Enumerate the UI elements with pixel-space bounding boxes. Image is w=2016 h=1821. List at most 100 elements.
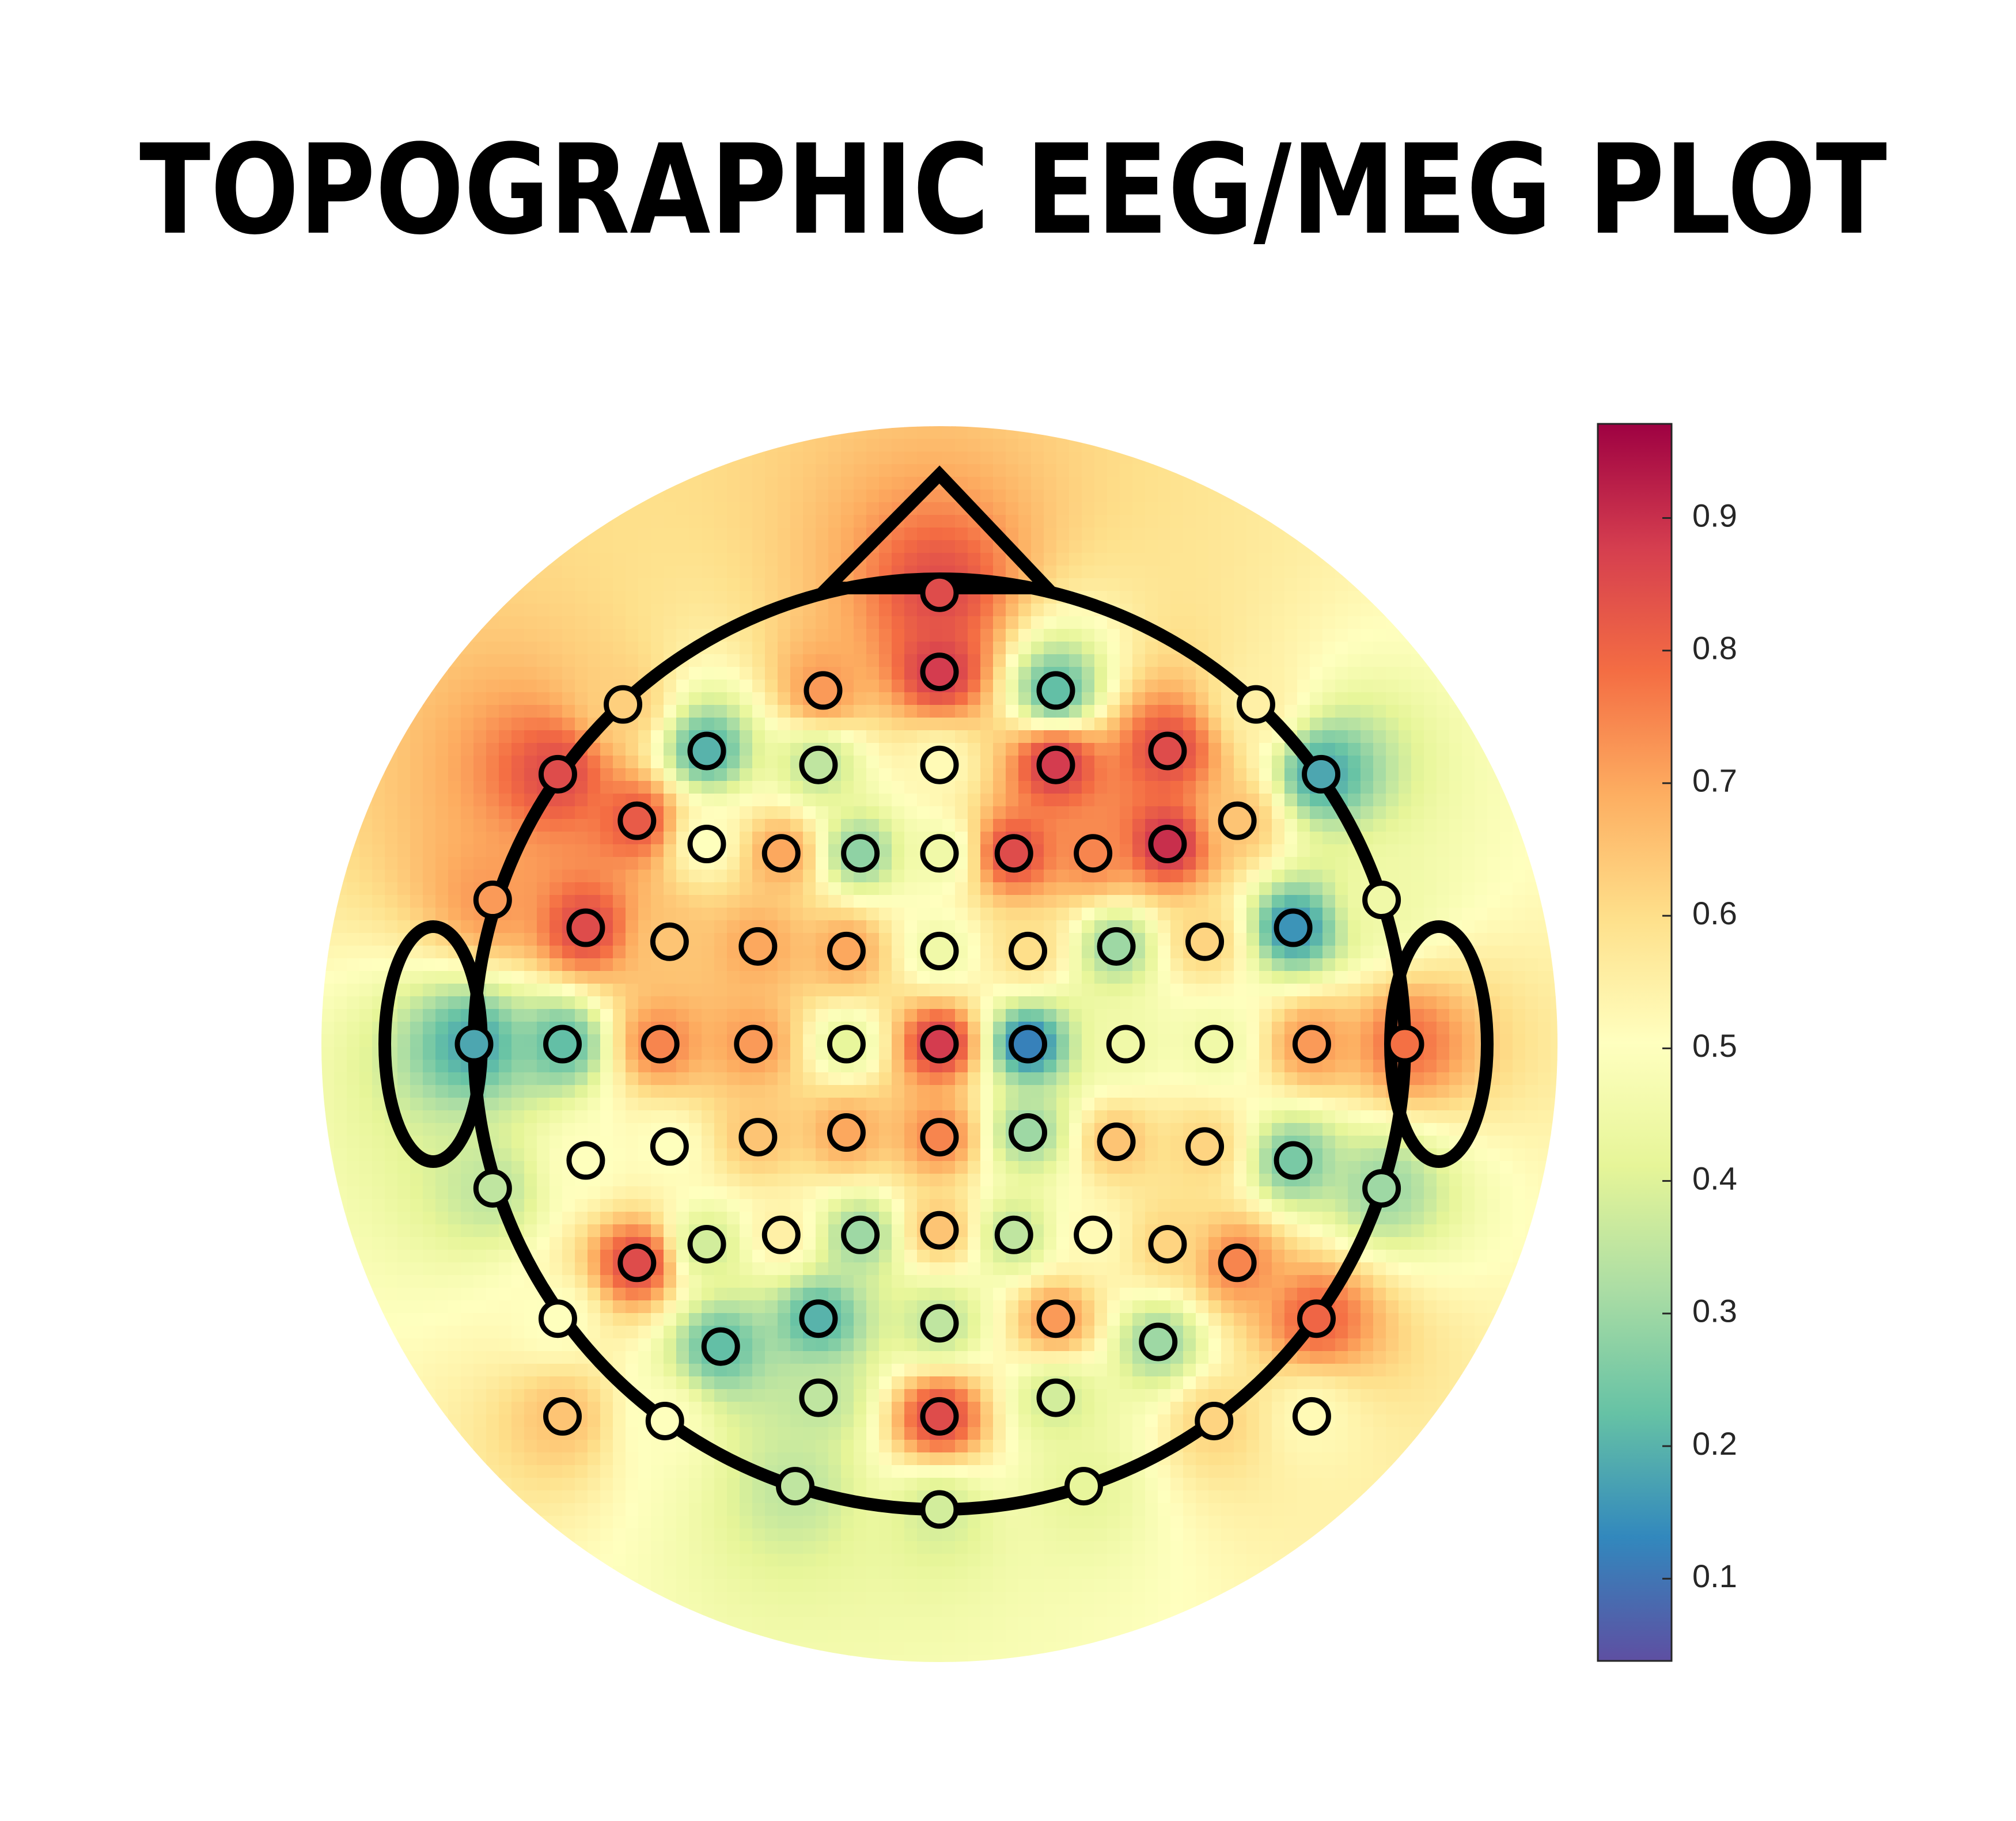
field-cell [968, 426, 981, 439]
field-cell [1208, 540, 1222, 553]
field-cell [1006, 667, 1019, 680]
field-cell [1006, 1174, 1019, 1187]
field-cell [1170, 870, 1184, 883]
field-cell [1006, 794, 1019, 807]
field-cell [904, 1110, 918, 1124]
field-cell [334, 1148, 347, 1162]
field-cell [511, 692, 525, 705]
field-cell [1297, 629, 1310, 642]
field-cell [448, 1022, 461, 1035]
field-cell [1462, 1022, 1475, 1035]
field-cell [803, 566, 816, 579]
field-cell [968, 1022, 981, 1035]
field-cell [1259, 528, 1272, 541]
field-cell [397, 718, 411, 731]
field-cell [1031, 794, 1044, 807]
field-cell [752, 882, 766, 896]
field-cell [435, 895, 449, 908]
field-cell [1424, 718, 1437, 731]
field-cell [1018, 452, 1032, 465]
field-cell [1132, 553, 1146, 566]
field-cell [499, 768, 512, 781]
field-cell [1272, 1022, 1285, 1035]
field-cell [1018, 781, 1032, 794]
field-cell [993, 933, 1006, 946]
field-cell [588, 895, 601, 908]
field-cell [1183, 806, 1196, 820]
field-cell [1272, 1098, 1285, 1111]
field-cell [904, 515, 918, 528]
field-cell [892, 946, 905, 959]
field-cell [879, 1148, 892, 1162]
field-cell [1361, 1034, 1374, 1048]
field-cell [904, 452, 918, 465]
field-cell [803, 1072, 816, 1086]
field-cell [714, 680, 727, 693]
field-cell [1196, 515, 1209, 528]
field-cell [372, 756, 385, 769]
field-cell [1145, 1110, 1158, 1124]
field-cell [968, 705, 981, 718]
field-cell [866, 756, 880, 769]
field-cell [714, 452, 727, 465]
field-cell [930, 490, 943, 503]
field-cell [968, 1148, 981, 1162]
field-cell [1170, 502, 1184, 515]
field-cell [664, 718, 677, 731]
field-cell [1069, 718, 1082, 731]
field-cell [1513, 1110, 1526, 1124]
field-cell [1272, 1072, 1285, 1086]
field-cell [752, 908, 766, 921]
field-cell [1056, 464, 1070, 477]
field-cell [1373, 730, 1386, 743]
field-cell [1284, 578, 1298, 591]
field-cell [1056, 452, 1070, 465]
field-cell [1437, 984, 1450, 997]
field-cell [575, 857, 588, 870]
field-cell [1120, 781, 1133, 794]
field-cell [588, 756, 601, 769]
field-cell [1284, 642, 1298, 655]
field-cell [1094, 718, 1108, 731]
field-cell [892, 781, 905, 794]
field-cell [626, 958, 639, 972]
field-cell [689, 1161, 702, 1174]
field-cell [448, 984, 461, 997]
field-cell [1373, 794, 1386, 807]
field-cell [1221, 844, 1234, 858]
field-cell [689, 971, 702, 984]
field-cell [461, 781, 474, 794]
field-cell [1310, 730, 1323, 743]
field-cell [1082, 705, 1095, 718]
field-cell [1500, 819, 1513, 832]
field-cell [1107, 819, 1120, 832]
field-cell [702, 1085, 715, 1098]
field-cell [778, 971, 791, 984]
field-cell [359, 971, 373, 984]
field-cell [638, 844, 651, 858]
field-cell [1386, 629, 1399, 642]
field-cell [1044, 1110, 1057, 1124]
field-cell [1551, 1009, 1558, 1022]
field-cell [638, 971, 651, 984]
field-cell [752, 578, 766, 591]
field-cell [892, 819, 905, 832]
field-cell [1437, 743, 1450, 756]
field-cell [575, 591, 588, 604]
field-cell [1183, 908, 1196, 921]
field-cell [1094, 680, 1108, 693]
field-cell [803, 1098, 816, 1111]
field-cell [1310, 1072, 1323, 1086]
field-cell [1234, 1174, 1247, 1187]
field-cell [1310, 882, 1323, 896]
field-cell [1145, 996, 1158, 1010]
field-cell [1284, 1060, 1298, 1073]
field-cell [410, 1085, 423, 1098]
field-cell [676, 794, 689, 807]
field-cell [1462, 781, 1475, 794]
field-cell [993, 439, 1006, 452]
field-cell [1031, 667, 1044, 680]
field-cell [1551, 1060, 1558, 1073]
field-cell [1094, 553, 1108, 566]
field-cell [626, 654, 639, 667]
